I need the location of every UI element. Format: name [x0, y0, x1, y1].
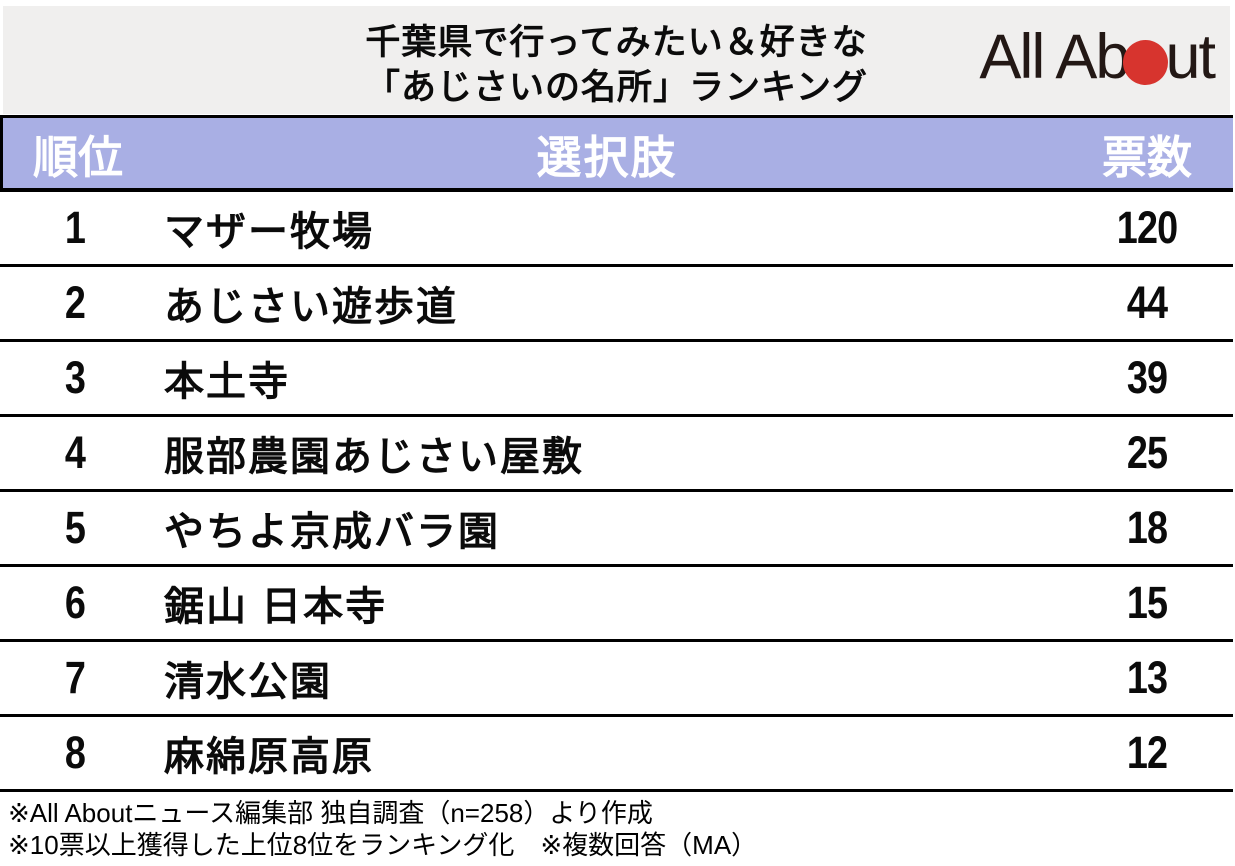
votes-value: 15 [1126, 577, 1168, 628]
logo-red-dot-icon [1123, 40, 1169, 85]
rank-value: 3 [64, 352, 86, 403]
table-row: 1 マザー牧場 120 [0, 192, 1233, 267]
footnotes: ※All Aboutニュース編集部 独自調査（n=258）より作成 ※10票以上… [8, 797, 757, 861]
rank-cell: 4 [0, 427, 150, 479]
rank-cell: 3 [0, 352, 150, 404]
allabout-logo: All Ab ut [979, 26, 1216, 89]
column-header-rank: 順位 [32, 131, 123, 183]
rank-cell: 2 [0, 277, 150, 329]
votes-value: 12 [1126, 727, 1168, 778]
choice-cell: マザー牧場 [164, 210, 374, 254]
title-band: 千葉県で行ってみたい＆好きな 「あじさいの名所」ランキング All Ab ut [3, 6, 1230, 114]
votes-cell: 39 [1061, 352, 1233, 404]
table-row: 5 やちよ京成バラ園 18 [0, 492, 1233, 567]
rank-cell: 5 [0, 502, 150, 554]
choice-cell: やちよ京成バラ園 [164, 510, 500, 554]
footnote-method: ※10票以上獲得した上位8位をランキング化 ※複数回答（MA） [8, 830, 758, 860]
table-body: 1 マザー牧場 120 2 あじさい遊歩道 44 3 本土寺 39 4 服部農園… [0, 192, 1233, 792]
choice-cell: 清水公園 [164, 660, 332, 704]
votes-cell: 44 [1061, 277, 1233, 329]
votes-value: 18 [1126, 502, 1168, 553]
table-row: 7 清水公園 13 [0, 642, 1233, 717]
footnote-source: ※All Aboutニュース編集部 独自調査（n=258）より作成 [8, 798, 653, 828]
table-row: 3 本土寺 39 [0, 342, 1233, 417]
choice-cell: 麻綿原高原 [164, 735, 374, 779]
votes-value: 44 [1126, 277, 1168, 328]
choice-cell: 鋸山 日本寺 [164, 585, 388, 629]
votes-cell: 18 [1061, 502, 1233, 554]
votes-value: 120 [1116, 202, 1178, 253]
choice-cell: あじさい遊歩道 [164, 285, 458, 329]
rank-value: 8 [64, 727, 86, 778]
votes-value: 13 [1126, 652, 1168, 703]
rank-value: 4 [64, 427, 86, 478]
rank-value: 2 [64, 277, 86, 328]
page-title: 千葉県で行ってみたい＆好きな 「あじさいの名所」ランキング [3, 20, 1230, 110]
votes-value: 39 [1126, 352, 1168, 403]
choice-cell: 服部農園あじさい屋敷 [164, 435, 584, 479]
votes-cell: 120 [1061, 202, 1233, 254]
votes-cell: 25 [1061, 427, 1233, 479]
rank-value: 1 [64, 202, 86, 253]
rank-value: 6 [64, 577, 86, 628]
rank-cell: 7 [0, 652, 150, 704]
logo-text-before: All Ab [979, 22, 1130, 92]
votes-value: 25 [1126, 427, 1168, 478]
page-title-line2: 「あじさいの名所」ランキング [365, 68, 868, 107]
votes-cell: 13 [1061, 652, 1233, 704]
votes-cell: 15 [1061, 577, 1233, 629]
rank-cell: 8 [0, 727, 150, 779]
table-row: 2 あじさい遊歩道 44 [0, 267, 1233, 342]
column-header-choice: 選択肢 [536, 131, 678, 183]
votes-cell: 12 [1061, 727, 1233, 779]
table-row: 4 服部農園あじさい屋敷 25 [0, 417, 1233, 492]
rank-value: 5 [64, 502, 86, 553]
table-row: 6 鋸山 日本寺 15 [0, 567, 1233, 642]
page-title-line1: 千葉県で行ってみたい＆好きな [365, 23, 868, 62]
column-header-votes: 票数 [1101, 131, 1192, 183]
table-row: 8 麻綿原高原 12 [0, 717, 1233, 792]
rank-value: 7 [64, 652, 86, 703]
table-header-row: 順位 選択肢 票数 [0, 115, 1233, 192]
rank-cell: 6 [0, 577, 150, 629]
rank-cell: 1 [0, 202, 150, 254]
choice-cell: 本土寺 [164, 360, 290, 404]
logo-text-after: ut [1165, 22, 1216, 92]
